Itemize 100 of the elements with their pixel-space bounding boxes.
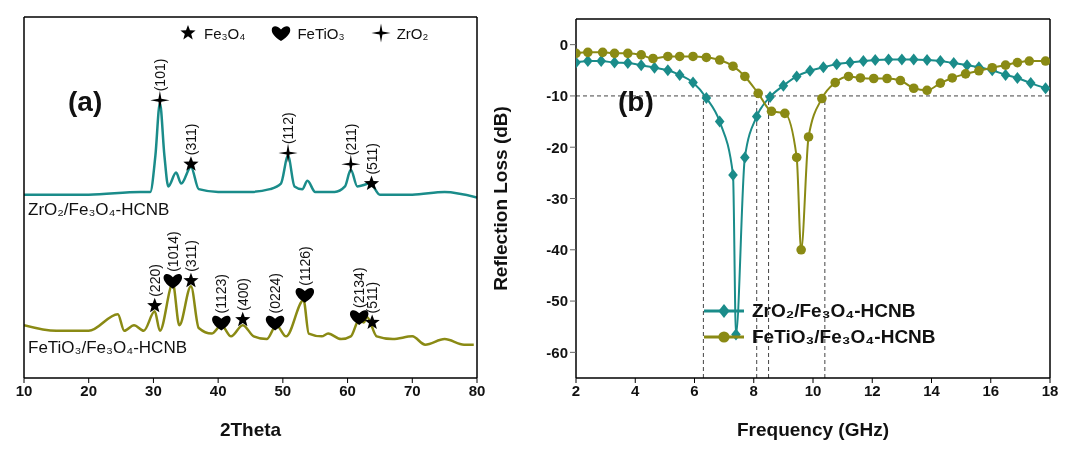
y-tick-label: -20 (546, 138, 568, 156)
legend-label: ZrO₂/Fe₃O₄-HCNB (752, 300, 916, 322)
x-tick-label: 50 (274, 381, 292, 399)
point (701, 52, 712, 63)
legend-label: ZrO₂ (396, 24, 429, 42)
point (935, 55, 946, 68)
point (751, 110, 762, 123)
point (701, 91, 712, 104)
x-tick-label: 10 (15, 381, 33, 399)
annotation: (400) (234, 278, 251, 311)
legend-label: Fe₃O₄ (204, 24, 246, 42)
point (728, 168, 738, 181)
point (341, 154, 361, 174)
point (960, 69, 971, 79)
annotation: (0224) (267, 272, 284, 314)
x-tick-label: 20 (80, 381, 98, 399)
point (663, 51, 673, 62)
point (895, 75, 906, 86)
point (728, 61, 738, 71)
x-tick-label: 12 (863, 381, 881, 399)
point (882, 73, 892, 84)
point (609, 48, 620, 59)
point (636, 59, 646, 72)
point (766, 106, 777, 117)
point (583, 55, 593, 68)
annotation: (2134) (351, 267, 368, 308)
point (147, 297, 163, 313)
y-tick-label: -10 (546, 87, 568, 105)
x-tick-label: 8 (749, 381, 758, 399)
point (235, 311, 251, 327)
point (740, 151, 750, 164)
series-label: FeTiO₃/Fe₃O₄-HCNB (28, 338, 187, 358)
point (212, 315, 231, 331)
annotation: (311) (182, 123, 199, 156)
point (987, 62, 998, 73)
annotation: (211) (342, 123, 359, 156)
x-tick-label: 2 (571, 381, 581, 399)
series-label: ZrO₂/Fe₃O₄-HCNB (28, 199, 170, 219)
point (150, 90, 170, 110)
point (183, 272, 199, 288)
point (753, 88, 763, 99)
x-tick-label: 30 (145, 381, 162, 399)
point (1000, 68, 1011, 81)
point (843, 71, 854, 82)
point (1000, 60, 1011, 70)
point (830, 77, 841, 88)
point (831, 58, 842, 71)
point (363, 175, 380, 191)
y-tick-label: -40 (546, 241, 568, 259)
point (818, 61, 829, 74)
point (278, 143, 298, 163)
x-tick-label: 16 (982, 381, 1000, 399)
y-tick-label: -60 (546, 343, 568, 361)
y-tick-label: -50 (546, 292, 568, 310)
annotation: (220) (146, 264, 163, 297)
point (791, 152, 802, 163)
point (1040, 82, 1050, 95)
point (855, 73, 866, 83)
point (636, 50, 646, 60)
point (649, 61, 660, 74)
point (908, 53, 919, 66)
point (974, 66, 984, 76)
point (817, 93, 827, 104)
x-tick-label: 14 (923, 381, 941, 399)
legend-label: FeTiO₃/Fe₃O₄-HCNB (752, 326, 936, 348)
point (1012, 71, 1023, 84)
point (623, 48, 633, 59)
point (765, 90, 775, 103)
legend-label: FeTiO₃ (297, 24, 345, 42)
point (870, 54, 881, 67)
y-tick-label: 0 (559, 35, 568, 53)
point (623, 57, 633, 70)
point (805, 64, 815, 77)
point (674, 51, 685, 62)
point (845, 56, 855, 69)
point (778, 79, 789, 92)
point (295, 288, 315, 303)
point (935, 78, 946, 88)
point (163, 274, 183, 289)
point (908, 83, 919, 94)
point (648, 53, 658, 64)
x-axis-title: Frequency (GHz) (736, 419, 890, 440)
point (883, 53, 894, 66)
point (803, 132, 814, 142)
point (858, 55, 869, 68)
x-tick-label: 40 (209, 381, 227, 399)
point (183, 156, 199, 171)
annotation: (1126) (296, 246, 313, 286)
point (596, 55, 606, 68)
annotation: (112) (280, 112, 297, 145)
point (947, 73, 958, 83)
point (265, 315, 285, 331)
point (740, 71, 750, 82)
point (674, 68, 685, 81)
point (1025, 77, 1036, 90)
annotation: (311) (182, 240, 199, 272)
x-tick-label: 10 (804, 381, 822, 399)
point (597, 47, 608, 58)
point (1040, 56, 1050, 66)
point (663, 64, 673, 77)
